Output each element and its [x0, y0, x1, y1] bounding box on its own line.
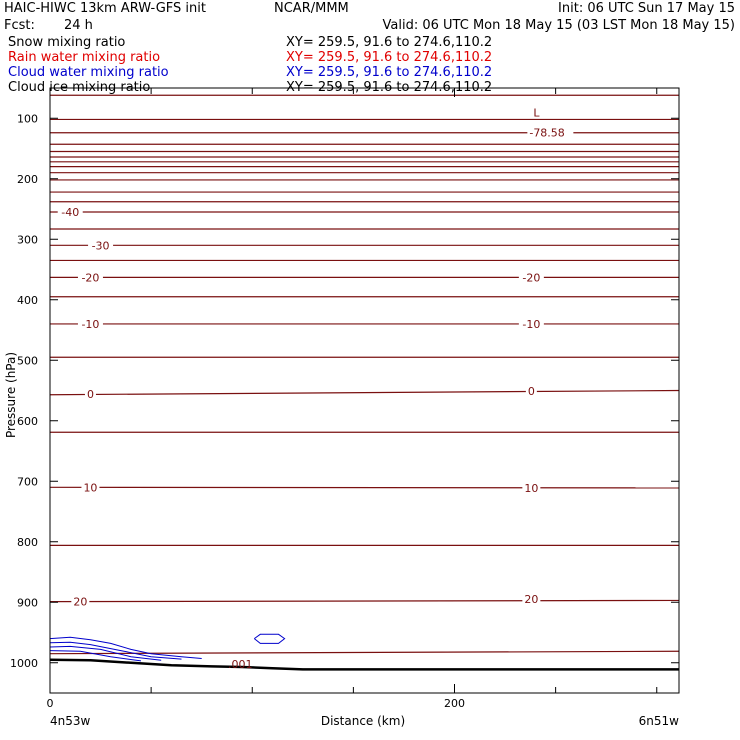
contour-labels: -40 -30 -20 -20 -10 -10 0 0 10 10 20 20 L -78.58 .001: [57, 106, 574, 671]
contour-label: -10: [522, 318, 540, 331]
terrain-line: [49, 658, 679, 671]
x-tick-label: 0: [47, 697, 54, 710]
low-marker: L: [533, 106, 540, 119]
contour-label: 0: [87, 388, 94, 401]
contour-label-bg: [77, 317, 103, 330]
field-xy-snow: XY= 259.5, 91.6 to 274.6,110.2: [286, 35, 493, 50]
field-xy-cloud-water: XY= 259.5, 91.6 to 274.6,110.2: [286, 65, 493, 80]
contour-label-bg: [88, 239, 114, 252]
plot-frame: [49, 87, 680, 694]
x-axis-title: Distance (km): [321, 714, 405, 728]
contour-label: 10: [524, 482, 538, 495]
contour-label: -40: [61, 206, 79, 219]
contour-label-bg: [527, 126, 574, 139]
y-tick-label: 900: [17, 596, 38, 609]
cloud-water-contour: [49, 641, 182, 660]
contour-label-bg: [522, 593, 541, 606]
contour-label-bg: [518, 317, 544, 330]
contour-label: 0: [528, 385, 535, 398]
cloud-water-contour: [49, 645, 162, 661]
y-tick-label: 300: [17, 233, 38, 246]
contour-label-bg: [522, 481, 541, 494]
y-tick-label: 500: [17, 354, 38, 367]
terrain-layer: [49, 658, 679, 671]
cloud-water-contours: [49, 633, 286, 662]
org-label: NCAR/MMM: [274, 1, 349, 16]
y-tick-label: 200: [17, 173, 38, 186]
field-xy-rain: XY= 259.5, 91.6 to 274.6,110.2: [286, 50, 493, 65]
contour-label: 20: [73, 596, 87, 609]
right-endpoint-label: 6n51w: [639, 714, 680, 728]
y-tick-label: 1000: [10, 657, 38, 670]
isotherm-line: [49, 389, 680, 396]
upper-level-contours: [50, 94, 679, 203]
forecast-hour: 24 h: [64, 18, 93, 33]
init-time: Init: 06 UTC Sun 17 May 15: [558, 1, 735, 16]
left-endpoint-label: 4n53w: [50, 714, 91, 728]
contour-label: -30: [92, 239, 110, 252]
valid-time: Valid: 06 UTC Mon 18 May 15 (03 LST Mon …: [382, 18, 735, 33]
isotherm-line: [49, 486, 680, 489]
x-tick-label: 200: [444, 697, 465, 710]
field-name-rain: Rain water mixing ratio: [8, 50, 161, 65]
contour-label: -10: [81, 318, 99, 331]
contour-label: 20: [524, 593, 538, 606]
y-tick-label: 700: [17, 475, 38, 488]
contour-label-bg: [81, 481, 100, 494]
cloud-water-label: .001: [228, 658, 253, 671]
cloud-water-contour: [49, 650, 142, 662]
isotherm-line: [49, 650, 680, 655]
cloud-water-cell: [253, 633, 286, 644]
field-name-snow: Snow mixing ratio: [8, 35, 126, 50]
forecast-label: Fcst:: [4, 18, 35, 33]
temperature-contours: [49, 211, 680, 655]
contour-label-bg: [57, 206, 83, 219]
field-name-cloud-water: Cloud water mixing ratio: [8, 65, 169, 80]
isotherm-line: [49, 599, 680, 603]
contour-label-bg: [77, 271, 103, 284]
low-value-label: -78.58: [529, 126, 564, 139]
contour-label-bg: [84, 388, 96, 401]
contour-label: -20: [81, 271, 99, 284]
y-tick-label: 100: [17, 112, 38, 125]
cloud-water-contour: [49, 636, 202, 659]
y-tick-label: 400: [17, 294, 38, 307]
contour-label-bg: [518, 271, 544, 284]
contour-label-bg: [71, 595, 90, 608]
y-tick-label: 600: [17, 415, 38, 428]
chart-title: HAIC-HIWC 13km ARW-GFS init: [4, 1, 206, 16]
contour-label: 10: [83, 481, 97, 494]
y-tick-label: 800: [17, 536, 38, 549]
contour-label-bg: [525, 385, 537, 398]
contour-label: -20: [522, 271, 540, 284]
y-axis-title: Pressure (hPa): [4, 352, 18, 438]
